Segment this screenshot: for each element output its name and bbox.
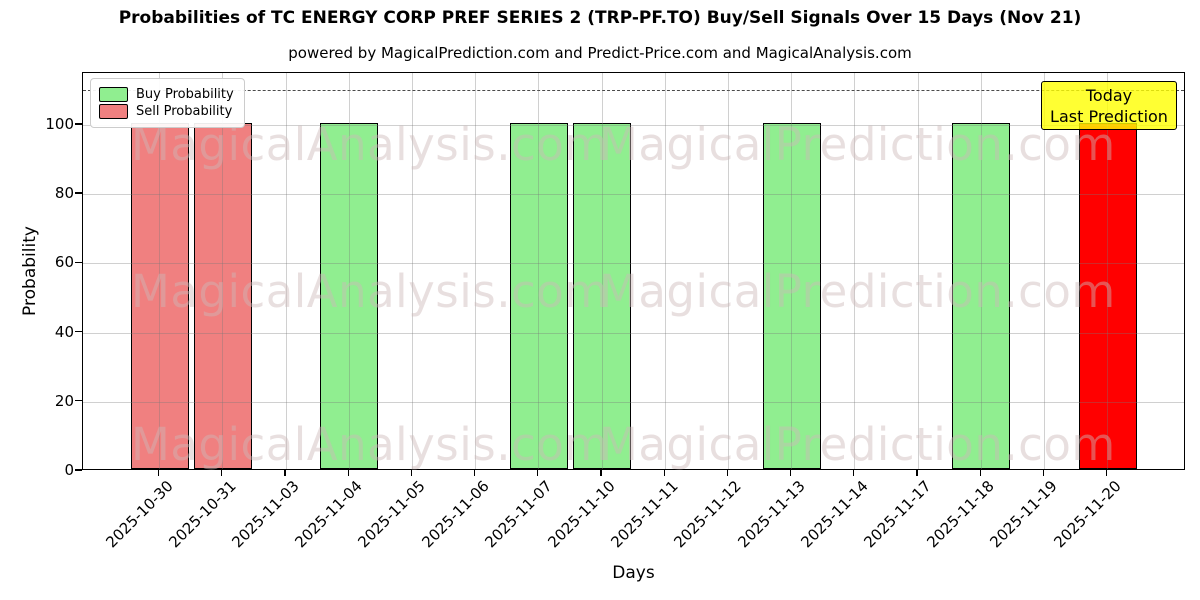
gridline-y20 <box>83 402 1184 403</box>
legend-label-buy: Buy Probability <box>136 87 234 102</box>
legend-item-sell: Sell Probability <box>99 104 234 119</box>
xtick-label-2025-11-14: 2025-11-14 <box>797 477 872 552</box>
ytick-80: 80 <box>54 184 74 202</box>
gridline-x-2025-11-13 <box>791 73 793 469</box>
watermark-prediction-row2: MagicalPrediction.com <box>599 265 1116 318</box>
xtick-mark-2025-10-31 <box>221 470 223 476</box>
gridline-x-2025-11-10 <box>601 73 603 469</box>
ytick-mark-60 <box>75 261 82 264</box>
y-axis-label: Probability <box>20 226 40 316</box>
xtick-label-2025-11-20: 2025-11-20 <box>1049 477 1125 552</box>
today-annotation: Today Last Prediction <box>1041 81 1177 130</box>
legend-label-sell: Sell Probability <box>136 104 233 119</box>
xtick-label-2025-11-04: 2025-11-04 <box>291 477 366 552</box>
xtick-mark-2025-11-12 <box>726 470 729 476</box>
xtick-mark-2025-11-17 <box>916 470 918 476</box>
gridline-x-2025-11-17 <box>917 73 919 469</box>
gridline-y40 <box>83 333 1184 334</box>
xtick-mark-2025-11-06 <box>473 470 476 476</box>
x-axis-label: Days <box>612 563 655 583</box>
plot-area: MagicalAnalysis.com MagicalPrediction.co… <box>82 72 1185 470</box>
ytick-mark-80 <box>75 192 82 194</box>
ytick-0: 0 <box>64 461 74 479</box>
today-annotation-line1: Today <box>1085 85 1133 105</box>
sell-swatch-icon <box>99 104 128 119</box>
ytick-20: 20 <box>54 392 74 410</box>
bar-2025-11-07-buy-probability <box>509 122 568 469</box>
watermark-prediction-row1: MagicalPrediction.com <box>599 118 1116 171</box>
xtick-label-2025-11-13: 2025-11-13 <box>733 477 809 552</box>
bar-2025-10-30-sell-probability <box>130 122 189 469</box>
xtick-mark-2025-11-04 <box>347 470 349 476</box>
ytick-mark-0 <box>75 469 82 471</box>
ytick-mark-100 <box>75 123 82 125</box>
gridline-x-2025-11-18 <box>980 73 982 469</box>
dashed-reference-line <box>83 90 1184 91</box>
xtick-mark-2025-11-13 <box>789 470 792 476</box>
xtick-mark-2025-11-14 <box>853 470 855 476</box>
xtick-label-2025-11-10: 2025-11-10 <box>544 477 619 552</box>
gridline-x-2025-11-20 <box>1107 73 1109 469</box>
gridline-x-2025-11-11 <box>664 73 666 469</box>
xtick-mark-2025-11-11 <box>663 470 665 476</box>
xtick-mark-2025-11-07 <box>537 470 539 476</box>
xtick-label-2025-10-30: 2025-10-30 <box>101 477 177 552</box>
xtick-label-2025-11-18: 2025-11-18 <box>923 477 998 552</box>
xtick-label-2025-11-03: 2025-11-03 <box>228 477 303 552</box>
ytick-60: 60 <box>54 253 74 271</box>
xtick-mark-2025-11-10 <box>600 470 602 476</box>
bar-2025-10-31-sell-probability <box>193 122 252 469</box>
ytick-mark-20 <box>75 400 82 402</box>
xtick-label-2025-11-05: 2025-11-05 <box>354 477 430 552</box>
xtick-mark-2025-11-05 <box>410 470 413 476</box>
xtick-mark-2025-11-03 <box>284 470 286 476</box>
legend: Buy Probability Sell Probability <box>90 78 245 128</box>
gridline-x-2025-11-19 <box>1043 73 1045 469</box>
gridline-x-2025-11-14 <box>854 73 856 469</box>
gridline-y80 <box>83 194 1184 195</box>
xtick-label-2025-11-06: 2025-11-06 <box>417 477 493 552</box>
chart-title: Probabilities of TC ENERGY CORP PREF SER… <box>118 8 1082 28</box>
xtick-mark-2025-11-18 <box>979 470 981 476</box>
gridline-y100 <box>83 125 1184 126</box>
legend-item-buy: Buy Probability <box>99 87 234 102</box>
buy-swatch-icon <box>99 87 128 102</box>
bar-2025-11-18-buy-probability <box>952 122 1011 469</box>
ytick-mark-40 <box>75 330 82 333</box>
xtick-mark-2025-11-20 <box>1105 470 1108 476</box>
xtick-label-2025-11-17: 2025-11-17 <box>860 477 935 552</box>
bar-2025-11-13-buy-probability <box>762 122 821 469</box>
xtick-mark-2025-10-30 <box>157 470 160 476</box>
xtick-label-2025-11-07: 2025-11-07 <box>481 477 556 552</box>
xtick-mark-2025-11-19 <box>1042 470 1045 476</box>
today-annotation-line2: Last Prediction <box>1050 106 1168 126</box>
xtick-label-2025-11-11: 2025-11-11 <box>607 477 682 552</box>
chart-subtitle: powered by MagicalPrediction.com and Pre… <box>288 44 912 62</box>
gridline-x-2025-11-05 <box>411 73 413 469</box>
gridline-x-2025-11-04 <box>348 73 350 469</box>
gridline-x-2025-11-06 <box>475 73 477 469</box>
watermark-prediction-row3: MagicalPrediction.com <box>599 418 1116 471</box>
gridline-x-2025-11-03 <box>285 73 287 469</box>
gridline-x-2025-10-30 <box>159 73 161 469</box>
gridline-x-2025-11-07 <box>538 73 540 469</box>
bar-2025-11-04-buy-probability <box>320 122 379 469</box>
gridline-y60 <box>83 263 1184 264</box>
gridline-x-2025-11-12 <box>727 73 729 469</box>
gridline-x-2025-10-31 <box>222 73 224 469</box>
ytick-40: 40 <box>54 323 74 341</box>
ytick-100: 100 <box>45 115 74 133</box>
xtick-label-2025-11-12: 2025-11-12 <box>670 477 746 552</box>
xtick-label-2025-11-19: 2025-11-19 <box>986 477 1062 552</box>
xtick-label-2025-10-31: 2025-10-31 <box>165 477 240 552</box>
bar-2025-11-10-buy-probability <box>573 122 631 469</box>
